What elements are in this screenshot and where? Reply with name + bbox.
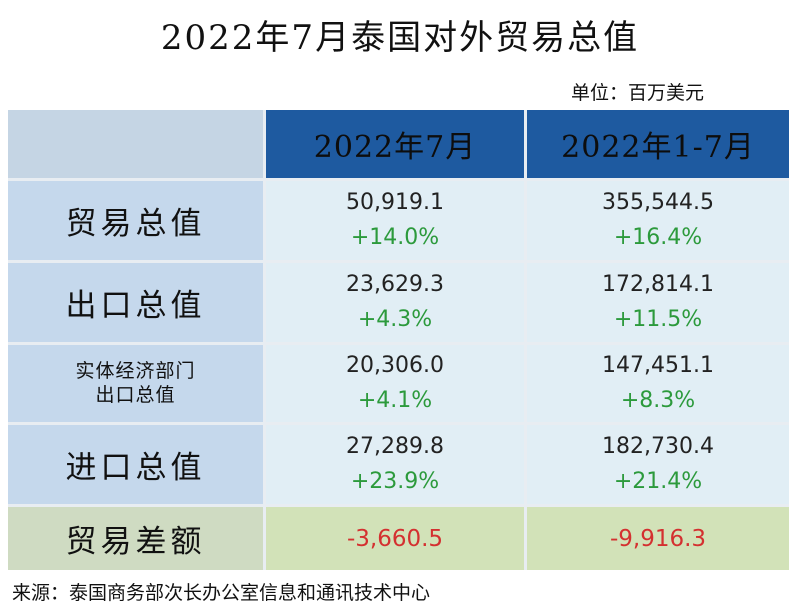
table-cell: 355,544.5 +16.4%	[527, 181, 789, 260]
table-cell: 172,814.1 +11.5%	[527, 263, 789, 342]
cell-change: +8.3%	[620, 387, 696, 413]
row-label-imports: 进口总值	[8, 425, 263, 504]
column-header-july: 2022年7月	[266, 110, 524, 178]
cell-value: 182,730.4	[602, 434, 714, 460]
column-header-jan-jul: 2022年1-7月	[527, 110, 789, 178]
cell-value: 172,814.1	[602, 272, 714, 298]
unit-label: 单位：百万美元	[570, 82, 704, 104]
balance-cell: -9,916.3	[527, 507, 789, 570]
row-label-trade-balance: 贸易差额	[8, 507, 263, 570]
cell-change: +16.4%	[613, 224, 703, 250]
row-label-exports: 出口总值	[8, 263, 263, 342]
cell-change: +4.1%	[357, 387, 433, 413]
cell-change: +4.3%	[357, 306, 433, 332]
table-cell: 20,306.0 +4.1%	[266, 345, 524, 422]
cell-value: 147,451.1	[602, 353, 714, 379]
cell-value: 23,629.3	[346, 272, 444, 298]
cell-value: 355,544.5	[602, 190, 714, 216]
table-cell: 27,289.8 +23.9%	[266, 425, 524, 504]
source-note: 来源：泰国商务部次长办公室信息和通讯技术中心	[12, 582, 431, 604]
cell-change: +21.4%	[613, 468, 703, 494]
cell-change: +14.0%	[350, 224, 440, 250]
table-corner	[8, 110, 263, 178]
cell-change: +11.5%	[613, 306, 703, 332]
table-cell: 23,629.3 +4.3%	[266, 263, 524, 342]
row-label-real-sector-exports: 实体经济部门 出口总值	[8, 345, 263, 422]
cell-value: 50,919.1	[346, 190, 444, 216]
row-label-line: 实体经济部门	[75, 359, 196, 382]
balance-cell: -3,660.5	[266, 507, 524, 570]
row-label-total-trade: 贸易总值	[8, 181, 263, 260]
table-cell: 147,451.1 +8.3%	[527, 345, 789, 422]
table-cell: 182,730.4 +21.4%	[527, 425, 789, 504]
cell-value: 20,306.0	[346, 353, 444, 379]
cell-value: 27,289.8	[346, 434, 444, 460]
trade-table: 2022年7月 2022年1-7月 贸易总值 50,919.1 +14.0% 3…	[8, 110, 789, 570]
table-cell: 50,919.1 +14.0%	[266, 181, 524, 260]
row-label-line: 出口总值	[95, 383, 176, 406]
page-title: 2022年7月泰国对外贸易总值	[160, 18, 640, 58]
cell-change: +23.9%	[350, 468, 440, 494]
